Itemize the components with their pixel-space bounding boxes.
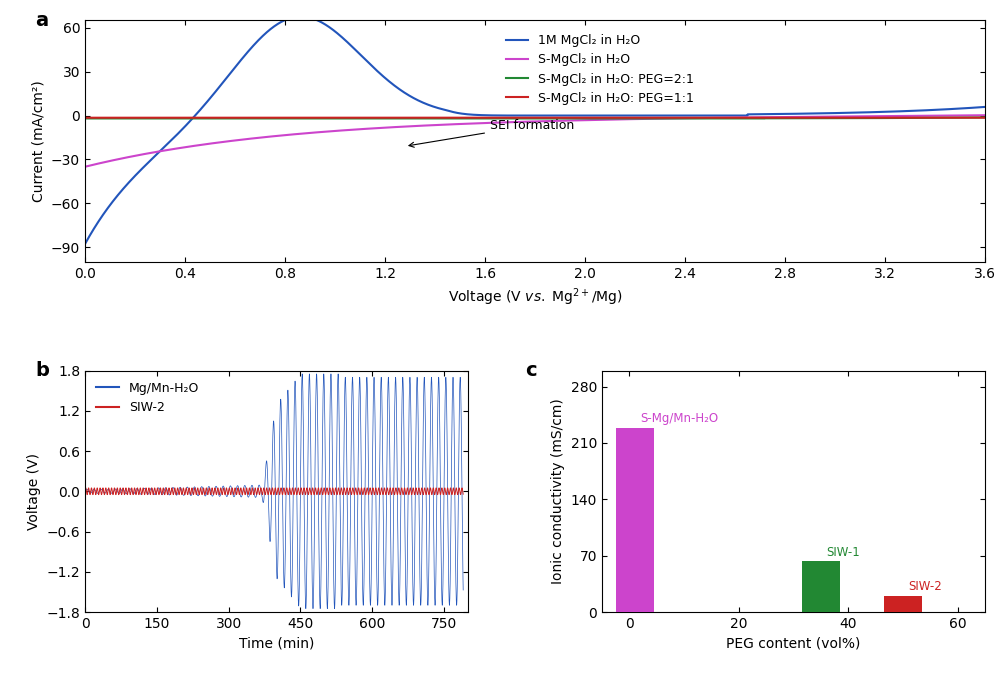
Bar: [884, 596, 922, 612]
Y-axis label: Ionic conductivity (mS/cm): Ionic conductivity (mS/cm): [551, 398, 565, 584]
Text: a: a: [36, 11, 49, 30]
Text: S-Mg/Mn-H₂O: S-Mg/Mn-H₂O: [640, 412, 718, 425]
Text: c: c: [525, 361, 537, 380]
Legend: 1M MgCl₂ in H₂O, S-MgCl₂ in H₂O, S-MgCl₂ in H₂O: PEG=2:1, S-MgCl₂ in H₂O: PEG=1:: 1M MgCl₂ in H₂O, S-MgCl₂ in H₂O, S-MgCl₂…: [501, 29, 699, 109]
X-axis label: PEG content (vol%): PEG content (vol%): [726, 636, 861, 650]
X-axis label: Voltage (V $vs.$ Mg$^{2+}$/Mg): Voltage (V $vs.$ Mg$^{2+}$/Mg): [448, 286, 622, 308]
Y-axis label: Current (mA/cm²): Current (mA/cm²): [31, 80, 45, 202]
Y-axis label: Voltage (V): Voltage (V): [27, 453, 41, 530]
Text: SIW-1: SIW-1: [826, 546, 860, 559]
Bar: [616, 428, 654, 612]
X-axis label: Time (min): Time (min): [239, 636, 314, 650]
Legend: Mg/Mn-H₂O, SIW-2: Mg/Mn-H₂O, SIW-2: [91, 377, 204, 419]
Bar: [802, 561, 840, 612]
Text: SIW-2: SIW-2: [908, 581, 942, 594]
Text: SEI formation: SEI formation: [409, 119, 574, 148]
Text: b: b: [35, 361, 49, 380]
